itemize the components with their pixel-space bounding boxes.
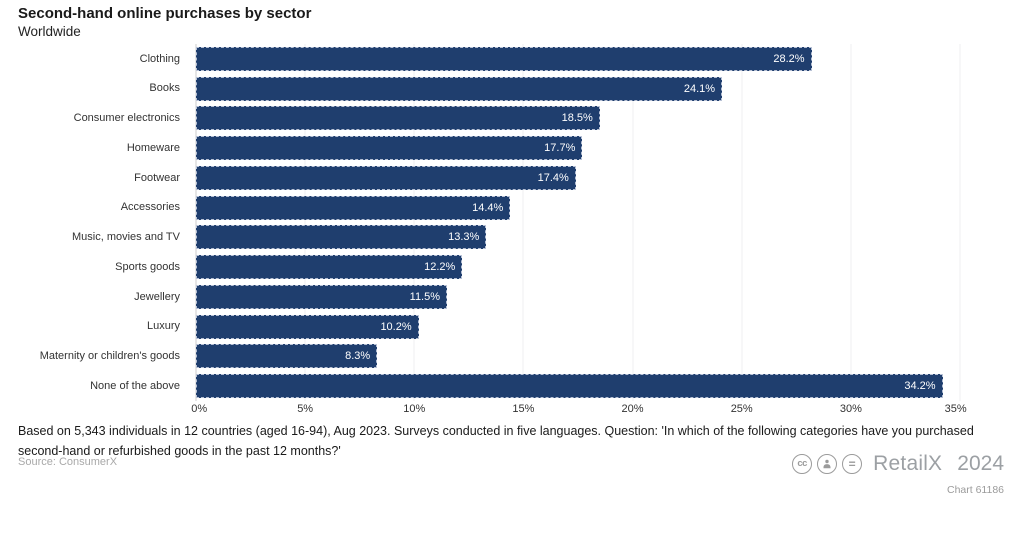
gridline bbox=[304, 44, 306, 401]
bar-row: 17.7% bbox=[196, 133, 960, 163]
category-label: Books bbox=[149, 82, 180, 95]
bar-row: 11.5% bbox=[196, 282, 960, 312]
gridline bbox=[741, 44, 743, 401]
x-axis-tick: 30% bbox=[839, 403, 862, 415]
x-axis-tick: 5% bbox=[297, 403, 314, 415]
brand-name: RetailX bbox=[873, 452, 943, 475]
category-label: Footwear bbox=[134, 171, 180, 184]
category-label: None of the above bbox=[90, 379, 180, 392]
bar: 10.2% bbox=[196, 314, 419, 339]
bar-value-label: 17.7% bbox=[544, 142, 576, 155]
bar-row: 13.3% bbox=[196, 223, 960, 253]
bar-value-label: 10.2% bbox=[380, 320, 412, 333]
x-axis-tick: 35% bbox=[944, 403, 967, 415]
bar-row: 18.5% bbox=[196, 104, 960, 134]
category-label: Maternity or children's goods bbox=[39, 350, 180, 363]
bar-row: 14.4% bbox=[196, 193, 960, 223]
category-label: Sports goods bbox=[115, 260, 180, 273]
bar-value-label: 24.1% bbox=[683, 82, 716, 95]
cc-icon: cc bbox=[792, 454, 813, 474]
category-label: Homeware bbox=[126, 141, 180, 154]
y-axis-line bbox=[195, 44, 197, 401]
bar-row: 28.2% bbox=[196, 44, 960, 74]
bar-row: 34.2% bbox=[196, 371, 960, 401]
bar: 17.7% bbox=[196, 136, 583, 161]
bar-value-label: 34.2% bbox=[904, 380, 936, 393]
x-axis-tick: 20% bbox=[621, 403, 644, 415]
bar: 24.1% bbox=[196, 76, 723, 101]
category-label: Luxury bbox=[146, 320, 180, 333]
x-axis-tick: 0% bbox=[191, 403, 208, 415]
chart-subtitle: Worldwide bbox=[18, 24, 81, 39]
x-axis: 0% 5% 10% 15% 20% 25% 30% 35% bbox=[191, 403, 966, 418]
attribution-person-icon bbox=[817, 454, 838, 474]
bar: 13.3% bbox=[196, 225, 487, 250]
gridlines bbox=[195, 44, 961, 401]
bar-value-label: 12.2% bbox=[424, 261, 456, 274]
x-axis-tick: 10% bbox=[403, 403, 426, 415]
category-label: Consumer electronics bbox=[73, 112, 180, 125]
bar-value-label: 28.2% bbox=[773, 52, 805, 65]
bar-value-label: 13.3% bbox=[448, 231, 480, 244]
bar-value-label: 18.5% bbox=[561, 112, 593, 125]
bar: 28.2% bbox=[196, 46, 812, 71]
bar: 18.5% bbox=[196, 106, 600, 131]
x-axis-tick: 15% bbox=[512, 403, 535, 415]
gridline bbox=[959, 44, 961, 401]
source-label: Source: ConsumerX bbox=[18, 456, 118, 468]
bar-value-label: 8.3% bbox=[345, 350, 371, 363]
footnote: Based on 5,343 individuals in 12 countri… bbox=[18, 424, 974, 458]
equals-icon: = bbox=[842, 454, 863, 474]
bar: 34.2% bbox=[196, 374, 943, 399]
plot-area: 28.2% 24.1% 18.5% 17.7% 17.4% 14.4% 13.3% 12.2%… bbox=[195, 44, 961, 401]
bar-row: 8.3% bbox=[196, 342, 960, 372]
x-axis-tick: 25% bbox=[730, 403, 753, 415]
gridline bbox=[850, 44, 852, 401]
bar-row: 10.2% bbox=[196, 312, 960, 342]
category-label: Clothing bbox=[139, 52, 180, 65]
bar: 14.4% bbox=[196, 195, 511, 220]
bar-rows: 28.2% 24.1% 18.5% 17.7% 17.4% 14.4% 13.3% 12.2%… bbox=[196, 44, 960, 401]
bar: 11.5% bbox=[196, 284, 448, 309]
bar-row: 24.1% bbox=[196, 74, 960, 104]
gridline bbox=[522, 44, 524, 401]
bar-value-label: 11.5% bbox=[409, 290, 441, 303]
bar-row: 17.4% bbox=[196, 163, 960, 193]
bar: 8.3% bbox=[196, 344, 378, 369]
gridline bbox=[632, 44, 634, 401]
bar-value-label: 14.4% bbox=[472, 201, 504, 214]
category-label: Jewellery bbox=[134, 290, 180, 303]
bar: 12.2% bbox=[196, 255, 463, 280]
category-labels: Clothing Books Consumer electronics Homewar… bbox=[0, 44, 188, 401]
category-label: Music, movies and TV bbox=[71, 231, 180, 244]
bar: 17.4% bbox=[196, 165, 576, 190]
brand-logo: cc = RetailX 2024 bbox=[792, 452, 1004, 476]
brand-year: 2024 bbox=[957, 452, 1004, 475]
gridline bbox=[413, 44, 415, 401]
chart-title: Second-hand online purchases by sector bbox=[18, 5, 312, 22]
bar-value-label: 17.4% bbox=[537, 171, 569, 184]
bar-row: 12.2% bbox=[196, 252, 960, 282]
chart-id: Chart 61186 bbox=[946, 484, 1004, 496]
category-label: Accessories bbox=[120, 201, 180, 214]
